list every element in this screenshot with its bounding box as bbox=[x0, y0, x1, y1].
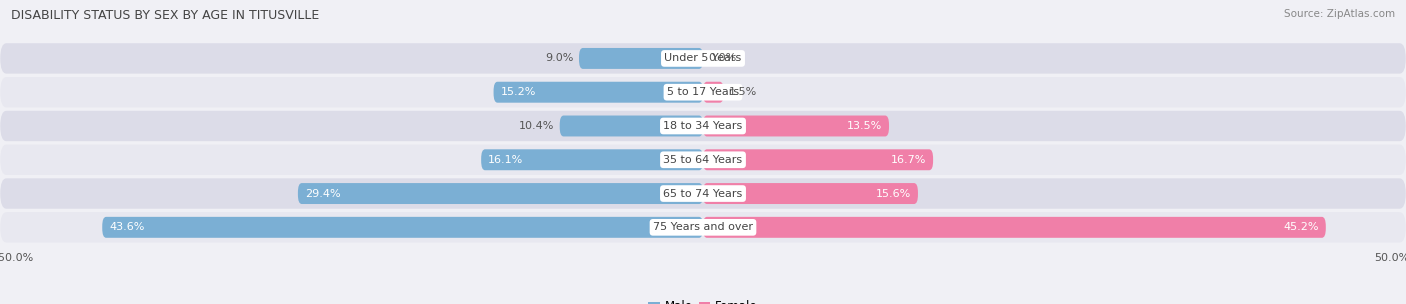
Text: Under 5 Years: Under 5 Years bbox=[665, 54, 741, 64]
Text: 5 to 17 Years: 5 to 17 Years bbox=[666, 87, 740, 97]
Text: 0.0%: 0.0% bbox=[709, 54, 737, 64]
FancyBboxPatch shape bbox=[298, 183, 703, 204]
Text: 43.6%: 43.6% bbox=[110, 222, 145, 232]
Text: 1.5%: 1.5% bbox=[730, 87, 758, 97]
FancyBboxPatch shape bbox=[0, 178, 1406, 209]
Text: 16.1%: 16.1% bbox=[488, 155, 523, 165]
Text: DISABILITY STATUS BY SEX BY AGE IN TITUSVILLE: DISABILITY STATUS BY SEX BY AGE IN TITUS… bbox=[11, 9, 319, 22]
FancyBboxPatch shape bbox=[579, 48, 703, 69]
Text: 75 Years and over: 75 Years and over bbox=[652, 222, 754, 232]
FancyBboxPatch shape bbox=[0, 43, 1406, 74]
Text: 15.6%: 15.6% bbox=[876, 188, 911, 199]
FancyBboxPatch shape bbox=[0, 145, 1406, 175]
Text: 13.5%: 13.5% bbox=[846, 121, 882, 131]
Text: Source: ZipAtlas.com: Source: ZipAtlas.com bbox=[1284, 9, 1395, 19]
FancyBboxPatch shape bbox=[481, 149, 703, 170]
FancyBboxPatch shape bbox=[703, 217, 1326, 238]
Text: 29.4%: 29.4% bbox=[305, 188, 340, 199]
FancyBboxPatch shape bbox=[0, 77, 1406, 107]
Text: 16.7%: 16.7% bbox=[891, 155, 927, 165]
FancyBboxPatch shape bbox=[494, 82, 703, 103]
FancyBboxPatch shape bbox=[703, 149, 934, 170]
FancyBboxPatch shape bbox=[0, 212, 1406, 243]
FancyBboxPatch shape bbox=[703, 82, 724, 103]
FancyBboxPatch shape bbox=[560, 116, 703, 136]
FancyBboxPatch shape bbox=[0, 111, 1406, 141]
FancyBboxPatch shape bbox=[703, 183, 918, 204]
Text: 15.2%: 15.2% bbox=[501, 87, 536, 97]
Text: 35 to 64 Years: 35 to 64 Years bbox=[664, 155, 742, 165]
Text: 45.2%: 45.2% bbox=[1284, 222, 1319, 232]
Text: 9.0%: 9.0% bbox=[546, 54, 574, 64]
Text: 10.4%: 10.4% bbox=[519, 121, 554, 131]
Text: 65 to 74 Years: 65 to 74 Years bbox=[664, 188, 742, 199]
Legend: Male, Female: Male, Female bbox=[644, 295, 762, 304]
FancyBboxPatch shape bbox=[103, 217, 703, 238]
Text: 18 to 34 Years: 18 to 34 Years bbox=[664, 121, 742, 131]
FancyBboxPatch shape bbox=[703, 116, 889, 136]
